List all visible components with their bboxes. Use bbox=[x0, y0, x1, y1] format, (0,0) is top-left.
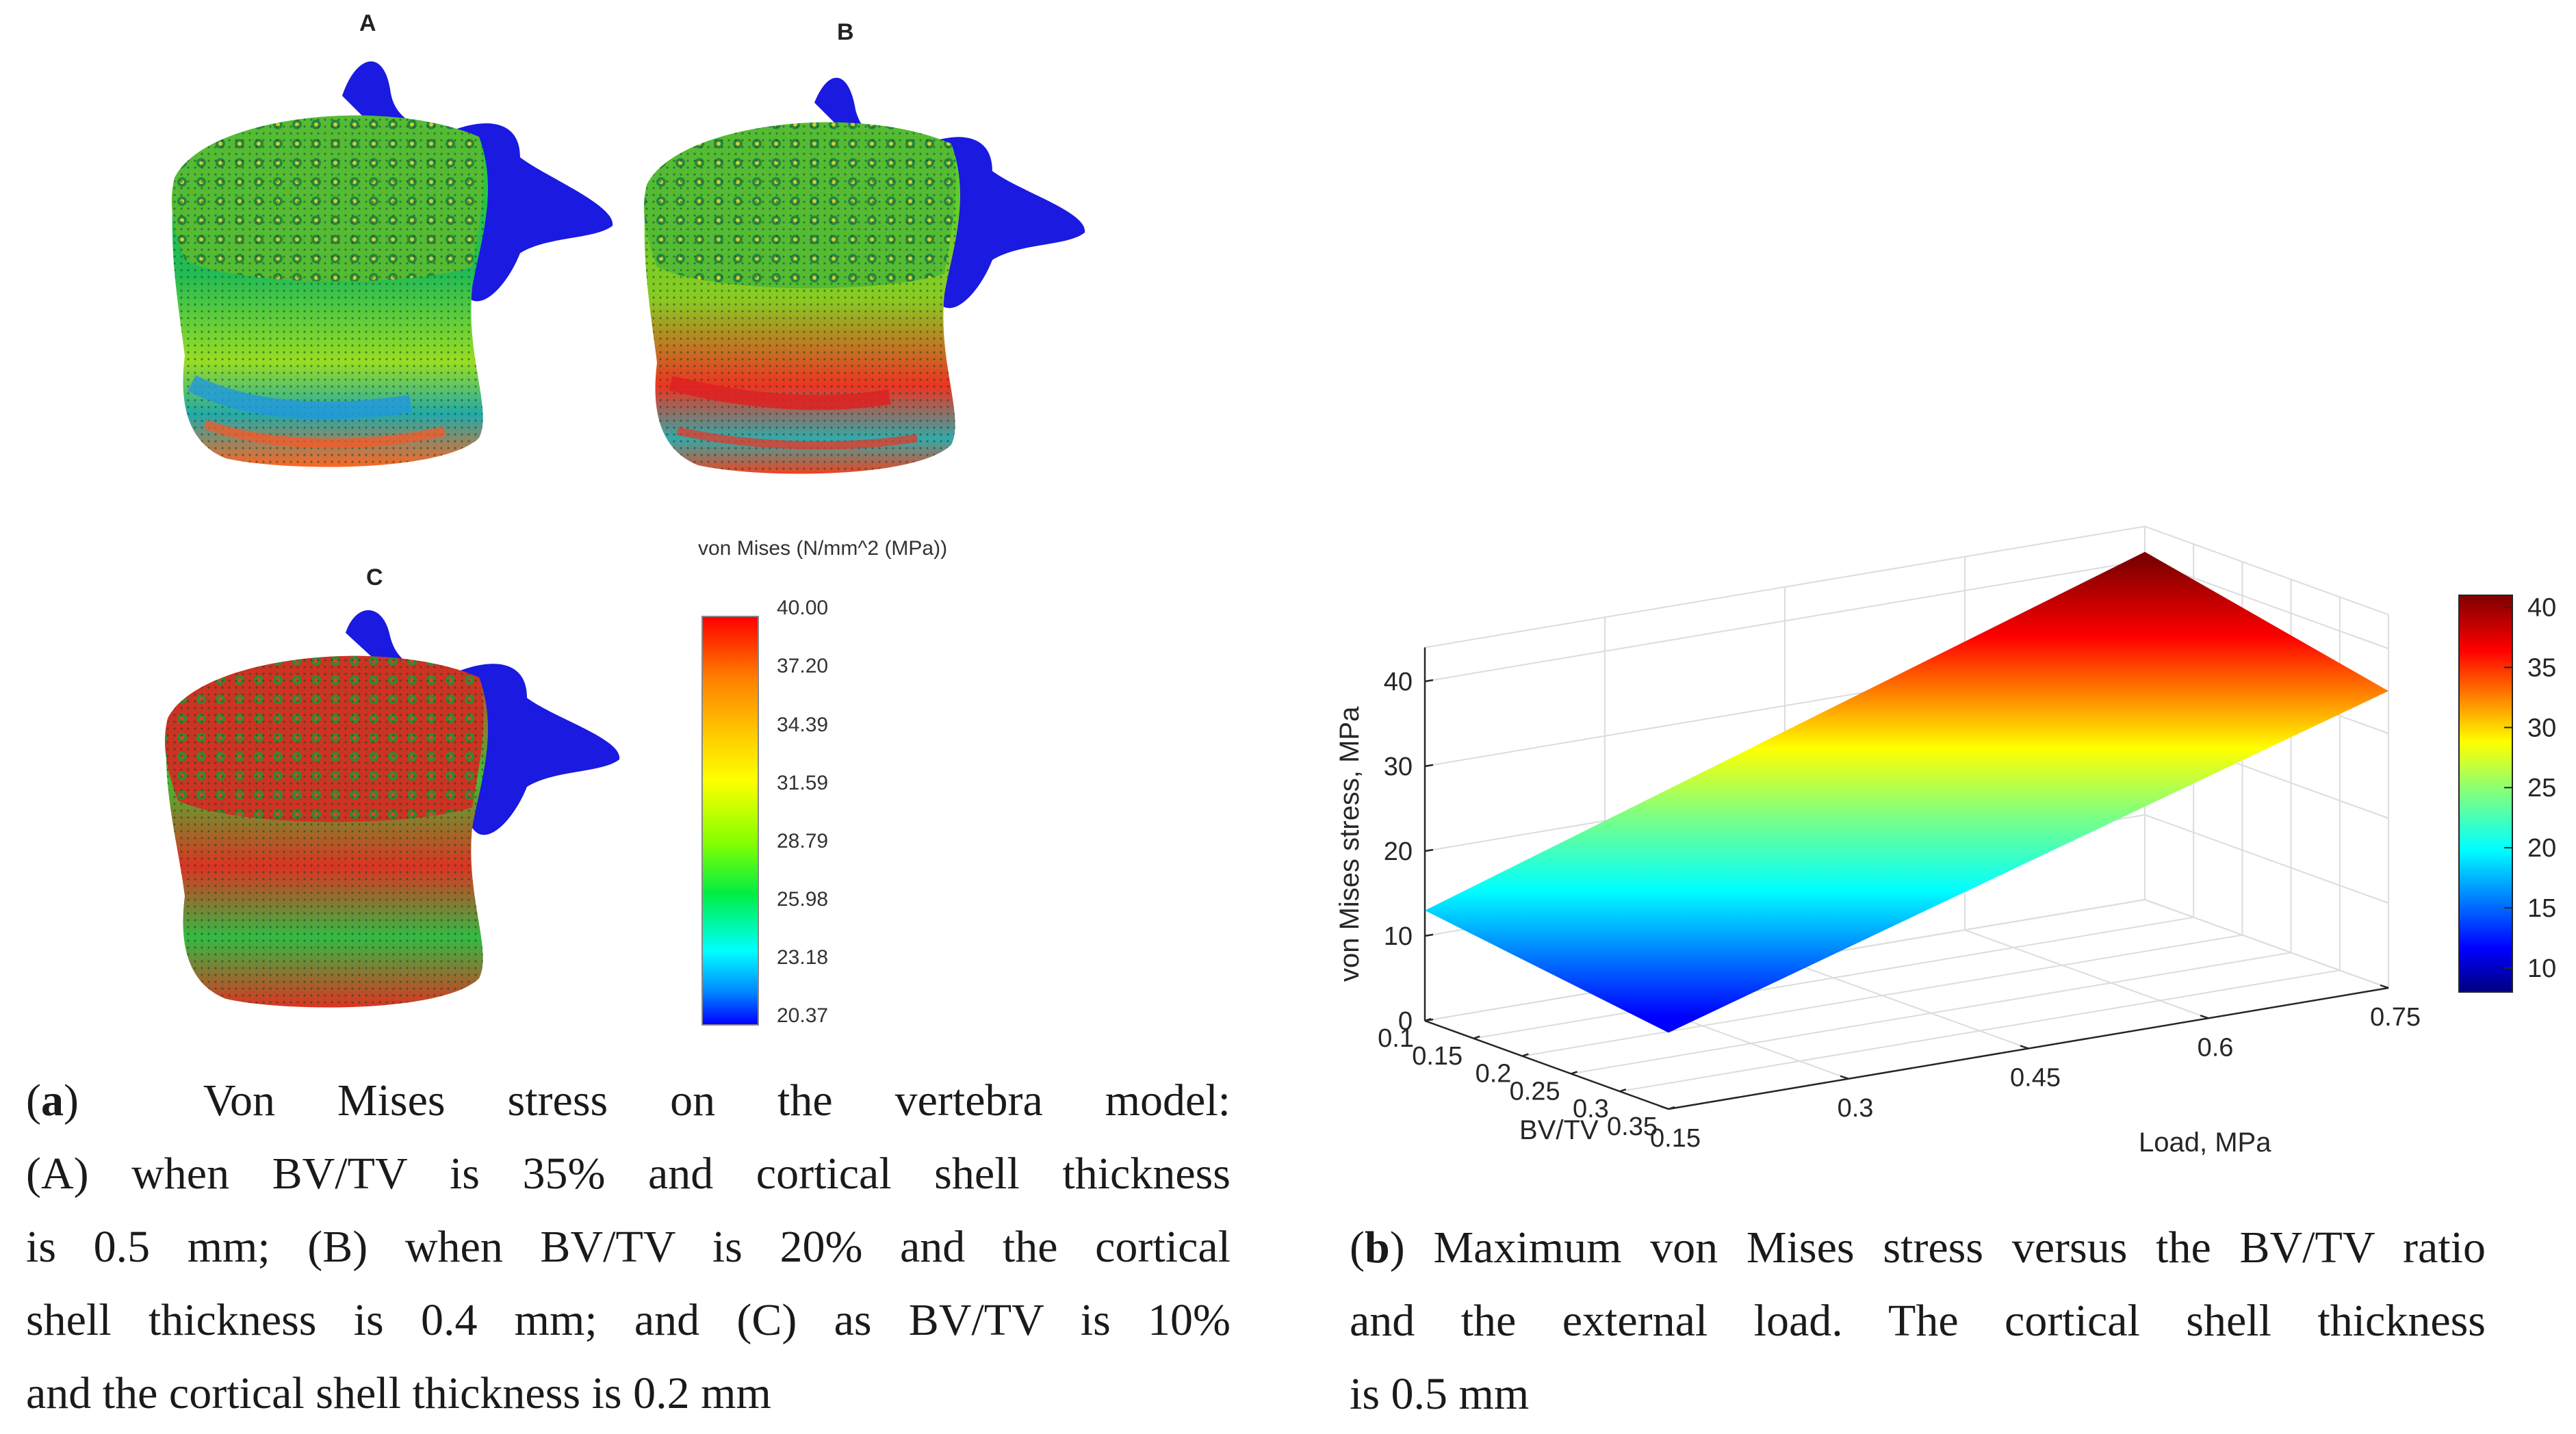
model-label-b: B bbox=[837, 19, 854, 45]
legend-title: von Mises (N/mm^2 (MPa)) bbox=[698, 537, 948, 560]
z-tick-mark bbox=[1424, 679, 1434, 683]
z-tick-label: 20 bbox=[1384, 837, 1413, 866]
x-tick-mark bbox=[1619, 1088, 1627, 1093]
y-tick-label: 0.6 bbox=[2198, 1033, 2234, 1062]
colorbar-tick-label: 10 bbox=[2527, 954, 2556, 983]
vertebra-b bbox=[643, 77, 1085, 474]
caption-a-line: (a) Von Mises stress on the vertebra mod… bbox=[26, 1076, 1231, 1125]
caption-b-line: is 0.5 mm bbox=[1350, 1369, 1530, 1419]
x-tick-mark bbox=[1668, 1106, 1675, 1110]
y-tick-label: 0.15 bbox=[1650, 1124, 1701, 1153]
colorbar-tick-label: 15 bbox=[2527, 894, 2556, 923]
y-tick-label: 0.45 bbox=[2010, 1064, 2061, 1093]
stress-colorbar-a bbox=[701, 616, 759, 1026]
z-tick-mark bbox=[1424, 933, 1434, 937]
x-tick-label: 0.25 bbox=[1510, 1077, 1560, 1106]
panel-a: A B C bbox=[0, 0, 1273, 1434]
x-tick-mark bbox=[1473, 1035, 1480, 1039]
z-axis-label: von Mises stress, MPa bbox=[1335, 706, 1365, 982]
z-tick-label: 10 bbox=[1384, 922, 1413, 951]
caption-a-line: is 0.5 mm; (B) when BV/TV is 20% and the… bbox=[26, 1222, 1231, 1272]
colorbar-tick-label: 40 bbox=[2527, 594, 2556, 623]
y-tick-mark bbox=[1660, 1105, 1669, 1110]
caption-a-line: and the cortical shell thickness is 0.2 … bbox=[26, 1368, 771, 1418]
x-tick-label: 0.2 bbox=[1476, 1060, 1512, 1088]
surface-chart: 0102030400.10.150.20.250.30.350.150.30.4… bbox=[1335, 525, 2556, 1158]
legend-tick: 34.39 bbox=[777, 714, 829, 736]
y-tick-label: 0.75 bbox=[2370, 1003, 2421, 1032]
z-tick-mark bbox=[1424, 848, 1434, 852]
colorbar-tick-label: 35 bbox=[2527, 653, 2556, 682]
caption-b-line: and the external load. The cortical shel… bbox=[1350, 1296, 2486, 1346]
y-tick-mark bbox=[2020, 1045, 2029, 1050]
x-tick-mark bbox=[1522, 1053, 1529, 1057]
x-tick-label: 0.1 bbox=[1378, 1024, 1414, 1053]
x-axis-label: BV/TV bbox=[1519, 1115, 1599, 1145]
y-axis-label: Load, MPa bbox=[2139, 1127, 2271, 1158]
z-tick-label: 30 bbox=[1384, 753, 1413, 781]
legend-tick: 23.18 bbox=[777, 946, 829, 969]
y-tick-mark bbox=[1840, 1075, 1849, 1080]
x-tick-mark bbox=[1571, 1071, 1577, 1075]
model-label-c: C bbox=[366, 564, 383, 590]
vertebra-a bbox=[171, 61, 613, 467]
caption-a: (a) Von Mises stress on the vertebra mod… bbox=[26, 1064, 1231, 1430]
legend-tick: 31.59 bbox=[777, 772, 829, 794]
legend-tick: 37.20 bbox=[777, 655, 829, 677]
z-tick-mark bbox=[1424, 764, 1434, 768]
caption-b-line: (b) Maximum von Mises stress versus the … bbox=[1350, 1223, 2486, 1273]
axis-ticks: 0102030400.10.150.20.250.30.350.150.30.4… bbox=[1378, 668, 2421, 1153]
z-tick-label: 40 bbox=[1384, 668, 1413, 696]
colorbar-gradient bbox=[2458, 595, 2513, 993]
caption-b: (b) Maximum von Mises stress versus the … bbox=[1350, 1211, 2486, 1431]
legend-tick: 20.37 bbox=[777, 1004, 829, 1027]
x-axis-line bbox=[1424, 1019, 1669, 1110]
panel-b: 0 10 20 30 40 0.1 0.15 0.2 0.25 0.3 0.35 0.15 0.3 0.4… bbox=[1300, 0, 2576, 1434]
caption-b-prefix: b bbox=[1364, 1223, 1390, 1273]
y-tick-mark bbox=[2380, 984, 2389, 989]
surface-patch bbox=[1425, 551, 2388, 1033]
colorbar-tick-label: 20 bbox=[2527, 834, 2556, 863]
y-tick-mark bbox=[2200, 1015, 2209, 1019]
legend-tick: 25.98 bbox=[777, 888, 829, 911]
x-tick-mark bbox=[1424, 1017, 1432, 1022]
vertebra-c bbox=[164, 610, 620, 1008]
colorbar: 10 15 20 25 30 35 40 bbox=[2458, 594, 2556, 993]
legend-tick: 40.00 bbox=[777, 597, 829, 619]
surface bbox=[1425, 551, 2388, 1033]
x-tick-label: 0.35 bbox=[1607, 1112, 1658, 1141]
z-tick-label: 0 bbox=[1398, 1007, 1413, 1036]
x-tick-label: 0.3 bbox=[1573, 1095, 1609, 1123]
x-tick-label: 0.15 bbox=[1412, 1042, 1463, 1071]
grid-line bbox=[1619, 597, 2341, 1093]
colorbar-tick-label: 25 bbox=[2527, 774, 2556, 803]
vertebra-models bbox=[164, 61, 1085, 1008]
y-tick-label: 0.3 bbox=[1838, 1094, 1874, 1123]
caption-a-line: (A) when BV/TV is 35% and cortical shell… bbox=[26, 1149, 1231, 1199]
colorbar-tick-label: 30 bbox=[2527, 714, 2556, 742]
legend-tick: 28.79 bbox=[777, 830, 829, 852]
caption-a-line: shell thickness is 0.4 mm; and (C) as BV… bbox=[26, 1295, 1231, 1345]
model-label-a: A bbox=[359, 10, 376, 36]
caption-a-prefix: a bbox=[40, 1076, 64, 1125]
